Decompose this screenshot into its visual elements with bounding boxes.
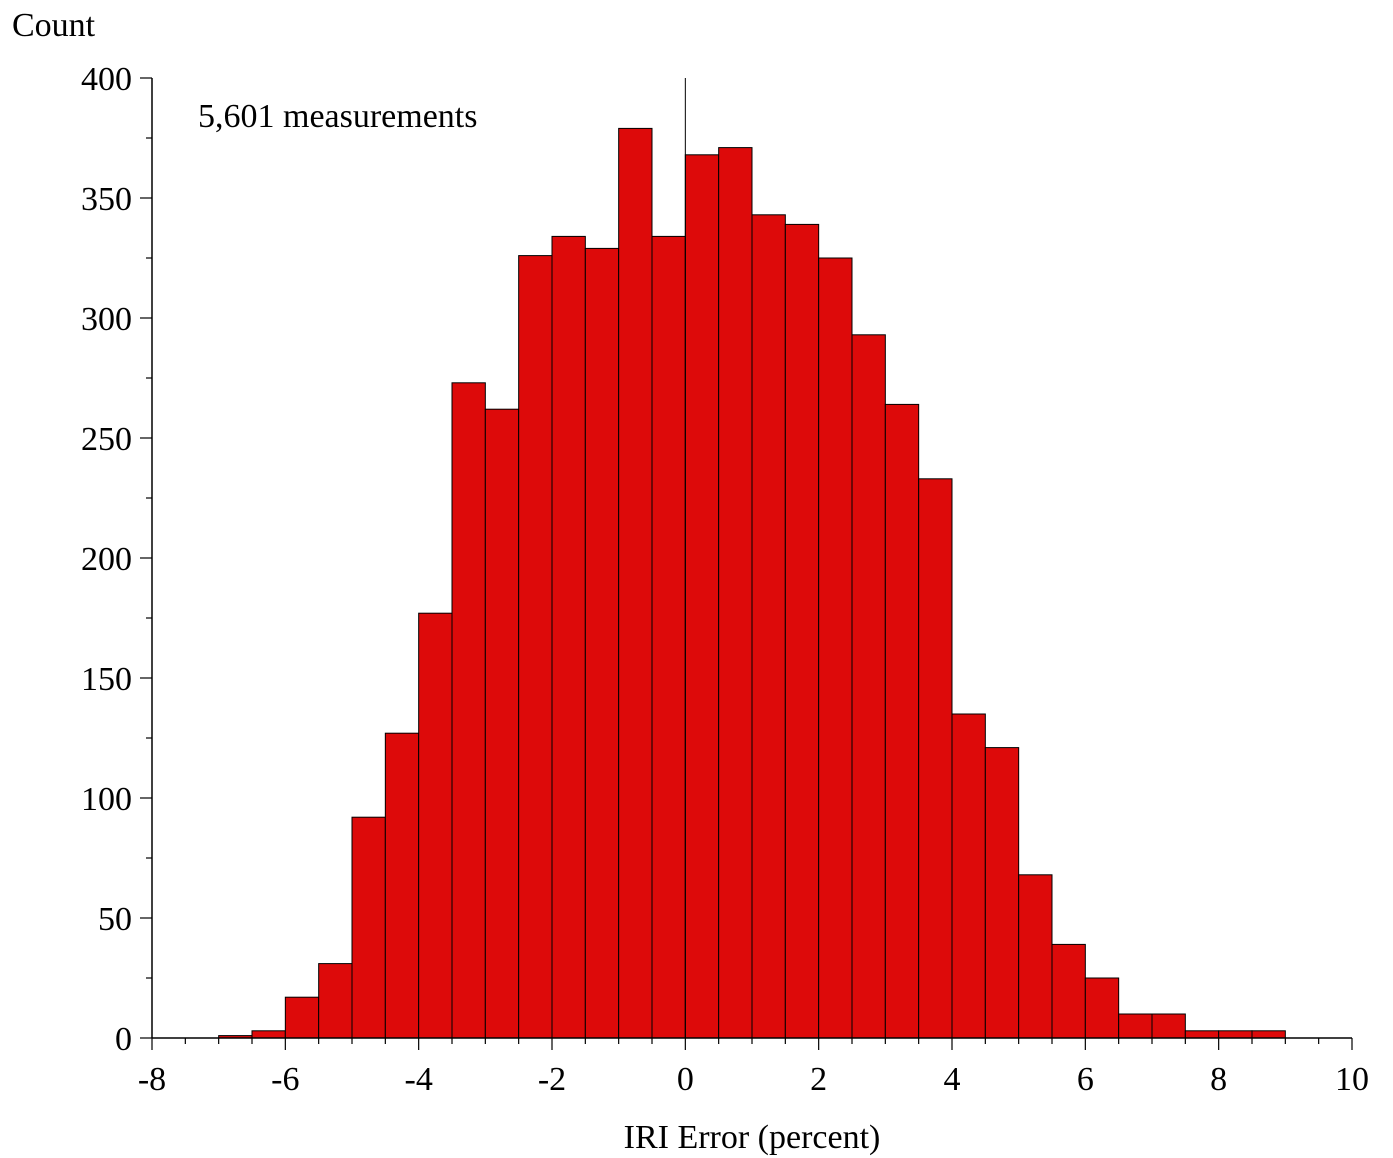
histogram-bar bbox=[651, 235, 686, 1039]
x-axis-title: IRI Error (percent) bbox=[624, 1119, 881, 1156]
histogram-bar bbox=[718, 147, 753, 1039]
histogram-bar bbox=[1118, 1013, 1153, 1039]
histogram-bar bbox=[1151, 1013, 1186, 1039]
y-tick-label: 50 bbox=[98, 901, 132, 938]
histogram-bar bbox=[518, 255, 553, 1039]
ticks-layer: 0 50 100 150 200 250 300 350 400 -8 -6 -4 -2 0 2 4 6 8 10 bbox=[81, 61, 1369, 1098]
histogram-bar bbox=[984, 747, 1020, 1039]
y-tick-label: 150 bbox=[81, 661, 132, 698]
x-tick-label: -6 bbox=[271, 1061, 299, 1098]
histogram-bar bbox=[451, 382, 486, 1039]
x-tick-label: -2 bbox=[538, 1061, 566, 1098]
histogram-bar bbox=[251, 1030, 286, 1039]
x-tick-label: -4 bbox=[405, 1061, 433, 1098]
y-tick-label: 0 bbox=[115, 1021, 132, 1058]
histogram-bar bbox=[1051, 943, 1086, 1039]
x-tick-label: 2 bbox=[810, 1061, 827, 1098]
histogram-bar bbox=[284, 996, 320, 1039]
y-tick-label: 200 bbox=[81, 541, 132, 578]
histogram-bar bbox=[318, 963, 353, 1039]
histogram-bar bbox=[1218, 1030, 1253, 1039]
histogram-bar bbox=[551, 235, 586, 1039]
histogram-bar bbox=[684, 154, 720, 1039]
x-tick-label: 4 bbox=[944, 1061, 961, 1098]
histogram-bar bbox=[884, 403, 920, 1039]
y-tick-label: 350 bbox=[81, 181, 132, 218]
histogram-bar bbox=[851, 334, 886, 1039]
y-axis-title: Count bbox=[12, 7, 96, 44]
measurement-count-annotation: 5,601 measurements bbox=[198, 98, 478, 135]
y-tick-label: 250 bbox=[81, 421, 132, 458]
histogram-bar bbox=[384, 732, 420, 1039]
histogram-bar bbox=[784, 223, 820, 1039]
histogram-bar bbox=[1018, 874, 1053, 1039]
histogram-bar bbox=[618, 127, 653, 1039]
histogram-bar bbox=[584, 247, 620, 1039]
x-tick-label: 8 bbox=[1210, 1061, 1227, 1098]
histogram-bar bbox=[484, 408, 520, 1039]
histogram-bar bbox=[418, 612, 453, 1039]
bars-layer bbox=[218, 127, 1286, 1039]
x-tick-label: 0 bbox=[677, 1061, 694, 1098]
histogram-bar bbox=[1084, 977, 1120, 1039]
histogram-bar bbox=[818, 257, 853, 1039]
y-tick-label: 100 bbox=[81, 781, 132, 818]
x-tick-label: 10 bbox=[1335, 1061, 1369, 1098]
histogram-bar bbox=[1184, 1030, 1220, 1039]
histogram-bar bbox=[751, 214, 786, 1039]
histogram-bar bbox=[951, 713, 986, 1039]
histogram-bar bbox=[351, 816, 386, 1039]
x-tick-label: -8 bbox=[138, 1061, 166, 1098]
histogram-bar bbox=[918, 478, 953, 1039]
y-tick-label: 400 bbox=[81, 61, 132, 98]
x-tick-label: 6 bbox=[1077, 1061, 1094, 1098]
y-tick-label: 300 bbox=[81, 301, 132, 338]
histogram-bar bbox=[1251, 1030, 1286, 1039]
